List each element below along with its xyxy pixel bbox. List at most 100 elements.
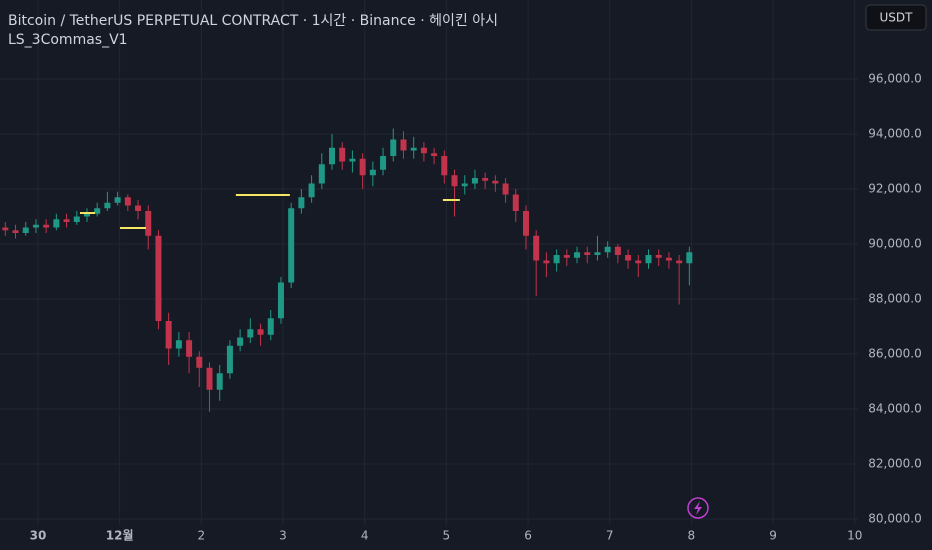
y-tick-label: 96,000.0	[868, 72, 921, 86]
candle-body	[574, 252, 581, 258]
y-tick-label: 86,000.0	[868, 347, 921, 361]
candle-body	[318, 164, 325, 184]
candle-body	[237, 337, 244, 346]
candle-body	[298, 197, 305, 209]
x-tick-label: 10	[847, 529, 862, 543]
candle-body	[247, 329, 254, 338]
candle-body	[12, 230, 19, 234]
y-axis-area	[858, 0, 932, 550]
currency-button[interactable]	[865, 4, 927, 31]
candle-body	[543, 260, 550, 264]
candle-body	[625, 255, 632, 261]
candle-body	[339, 147, 346, 162]
y-tick-label: 92,000.0	[868, 182, 921, 196]
axes: 80,000.0 82,000.0 84,000.0 86,000.0 88,000.0…	[30, 72, 922, 543]
candle-body	[604, 246, 611, 253]
candle-body	[186, 340, 193, 357]
plot	[2, 128, 693, 412]
candle-body	[461, 183, 468, 187]
candle-body	[53, 219, 60, 228]
candle-body	[594, 252, 601, 256]
candle-body	[206, 367, 213, 390]
candle-body	[665, 257, 672, 261]
candle-body	[400, 139, 407, 151]
candle-body	[533, 235, 540, 261]
x-axis-area	[0, 525, 932, 550]
candle-body	[410, 147, 417, 151]
candle-body	[145, 211, 152, 236]
candle-body	[451, 175, 458, 187]
candle-body	[431, 153, 438, 157]
candle-body	[420, 147, 427, 154]
candle-body	[522, 211, 529, 236]
candle-body	[635, 260, 642, 264]
candle-body	[390, 139, 397, 157]
candle-body	[226, 345, 233, 374]
candle-body	[43, 224, 50, 228]
candle-body	[512, 194, 519, 212]
candle-body	[482, 178, 489, 181]
candle-body	[655, 255, 662, 258]
candle-body	[308, 183, 315, 198]
candle-body	[257, 329, 264, 335]
candle-body	[114, 197, 121, 203]
candle-body	[349, 158, 356, 162]
x-tick-label: 5	[443, 529, 451, 543]
x-tick-label: 3	[279, 529, 287, 543]
candle-body	[369, 169, 376, 176]
y-tick-label: 94,000.0	[868, 127, 921, 141]
y-tick-label: 88,000.0	[868, 292, 921, 306]
x-tick-label: 4	[361, 529, 369, 543]
candle-body	[2, 227, 9, 231]
candle-body	[32, 224, 39, 228]
candle-body	[288, 208, 295, 283]
candle-body	[492, 180, 499, 184]
candle-body	[216, 373, 223, 390]
x-tick-label: 12월	[106, 528, 134, 543]
candle-body	[584, 252, 591, 256]
candle-body	[175, 340, 182, 349]
candle-body	[63, 219, 70, 223]
chart-title: Bitcoin / TetherUS PERPETUAL CONTRACT · …	[8, 13, 498, 29]
candle-body	[614, 246, 621, 256]
x-tick-label: 2	[198, 529, 206, 543]
candle-body	[196, 356, 203, 368]
candle-body	[73, 216, 80, 223]
x-tick-label: 6	[524, 529, 532, 543]
candle-body	[471, 178, 478, 184]
candle-body	[104, 202, 111, 209]
candle-body	[22, 227, 29, 234]
candle-body	[553, 255, 560, 264]
candle-body	[563, 255, 570, 258]
x-tick-label: 9	[769, 529, 777, 543]
candle-body	[329, 147, 336, 165]
candle-body	[83, 213, 90, 217]
candle-body	[645, 255, 652, 264]
y-tick-label: 82,000.0	[868, 457, 921, 471]
candle-body	[267, 318, 274, 335]
x-tick-label: 30	[30, 529, 47, 543]
candle-body	[380, 156, 387, 170]
candle-body	[94, 208, 101, 214]
x-tick-label: 8	[688, 529, 696, 543]
y-tick-label: 84,000.0	[868, 402, 921, 416]
candle-body	[124, 197, 131, 206]
y-tick-label: 80,000.0	[868, 512, 921, 526]
currency-label[interactable]: USDT	[880, 11, 914, 25]
lightning-icon[interactable]	[687, 497, 709, 519]
y-tick-label: 90,000.0	[868, 237, 921, 251]
candle-body	[359, 158, 366, 176]
candle-body	[502, 183, 509, 195]
x-tick-label: 7	[606, 529, 614, 543]
candle-body	[676, 260, 683, 264]
indicator-name: LS_3Commas_V1	[8, 32, 128, 48]
candle-body	[135, 205, 142, 212]
candle-body	[165, 321, 172, 349]
candle-body	[155, 235, 162, 322]
candle-body	[441, 156, 448, 176]
candle-body	[277, 282, 284, 319]
candle-body	[686, 252, 693, 264]
